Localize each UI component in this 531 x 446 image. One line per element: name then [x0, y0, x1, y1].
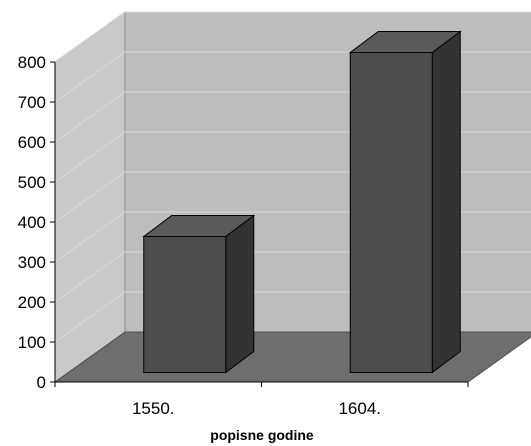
x-tick-label: 1604. [338, 399, 381, 418]
x-axis-title: popisne godine [210, 427, 314, 443]
y-tick-label: 0 [37, 373, 46, 392]
gridline [54, 11, 531, 63]
y-tick-label: 700 [18, 93, 46, 112]
bar-side [225, 214, 255, 374]
y-tick-label: 100 [18, 333, 46, 352]
bar-2 [348, 30, 462, 374]
y-tick-label: 400 [18, 213, 46, 232]
y-tick-label: 800 [18, 53, 46, 72]
bar-side [431, 30, 461, 374]
bar-front [349, 52, 433, 373]
x-tick-label: 1550. [132, 399, 175, 418]
y-tick-label: 300 [18, 253, 46, 272]
y-tick-label: 500 [18, 173, 46, 192]
y-tick-label: 200 [18, 293, 46, 312]
y-tick-label: 600 [18, 133, 46, 152]
bar-front [143, 236, 227, 373]
bar-1 [142, 214, 256, 374]
